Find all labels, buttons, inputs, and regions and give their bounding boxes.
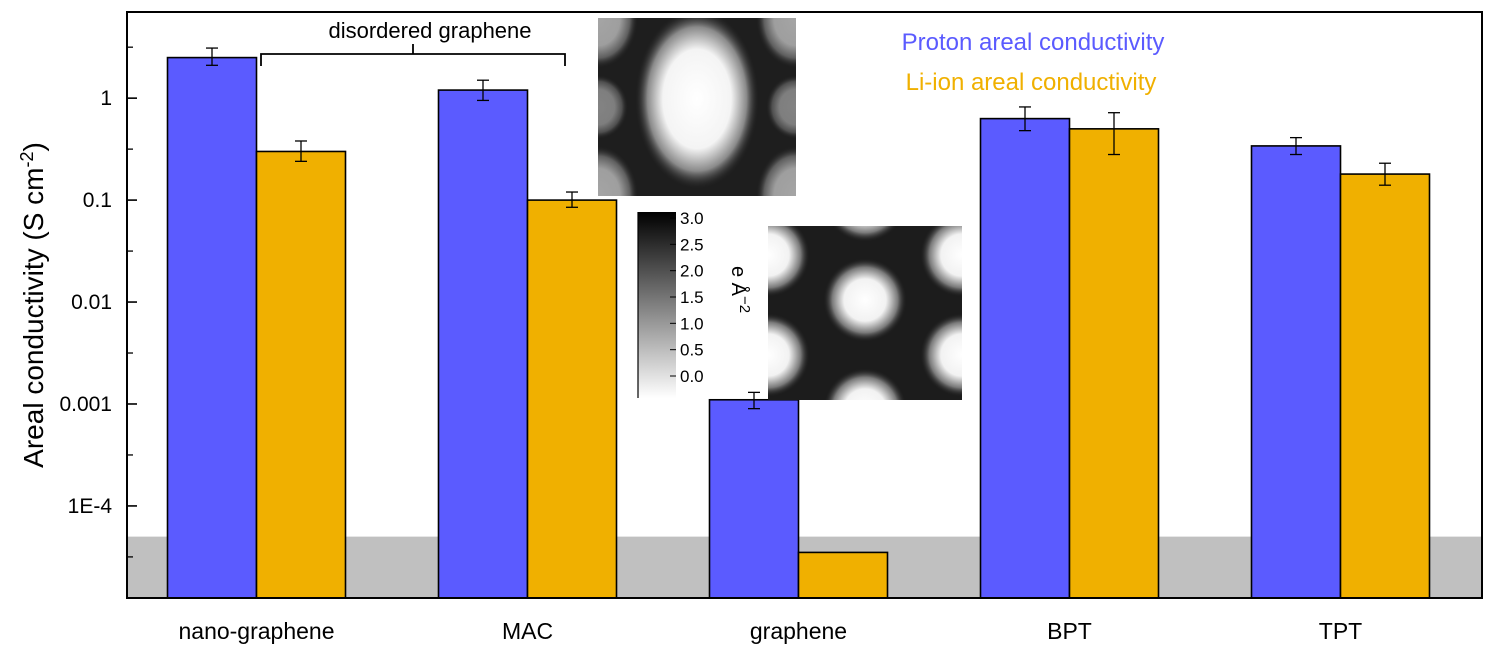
- bar-nano-graphene-proton: [166, 56, 258, 599]
- error-bar: [1019, 106, 1031, 132]
- colorbar-tick-label: 1.5: [680, 288, 704, 307]
- y-tick-label: 0.1: [83, 189, 112, 212]
- bar-mac-li-ion: [526, 199, 618, 599]
- x-tick-label: MAC: [502, 618, 553, 644]
- error-bar: [206, 47, 218, 66]
- x-tick-label: nano-graphene: [178, 618, 334, 644]
- bar-bpt-proton: [979, 117, 1071, 599]
- error-bar: [477, 79, 489, 102]
- bar-mac-proton: [437, 89, 529, 599]
- y-tick-label: 1: [100, 87, 112, 110]
- y-tick-label: 0.001: [59, 393, 112, 416]
- bar-graphene-proton: [708, 398, 800, 599]
- colorbar-tick-label: 3.0: [680, 209, 704, 228]
- legend-li-ion: Li-ion areal conductivity: [906, 69, 1157, 96]
- legend-proton: Proton areal conductivity: [902, 29, 1165, 56]
- disordered-graphene-bracket: disordered graphene: [260, 18, 566, 66]
- x-tick-label: BPT: [1047, 618, 1092, 644]
- error-bar: [566, 191, 578, 208]
- bar-nano-graphene-li-ion: [255, 150, 347, 599]
- error-bar: [295, 140, 307, 162]
- x-tick-label: graphene: [750, 618, 847, 644]
- colorbar-tick-label: 0.0: [680, 367, 704, 386]
- colorbar-tick-label: 0.5: [680, 341, 704, 360]
- colorbar-tick-label: 2.0: [680, 262, 704, 281]
- error-bar: [1290, 136, 1302, 156]
- axes-frame: [126, 11, 1483, 599]
- inset-density-map-graphene: [768, 226, 962, 400]
- bar-tpt-li-ion: [1339, 173, 1431, 599]
- error-bar: [1108, 112, 1120, 156]
- colorbar-tick-label: 1.0: [680, 314, 704, 333]
- y-tick-label: 0.01: [71, 291, 112, 314]
- colorbar-title: e Å−2: [727, 266, 753, 313]
- bar-tpt-proton: [1250, 145, 1342, 599]
- annotation-disordered-graphene: disordered graphene: [328, 18, 531, 43]
- y-tick-label: 1E-4: [68, 495, 113, 518]
- colorbar-gradient: [638, 212, 676, 398]
- y-axis-label: Areal conductivity (S cm-2): [17, 142, 49, 468]
- error-bar: [1379, 162, 1391, 186]
- legend: Proton areal conductivity Li-ion areal c…: [902, 29, 1165, 96]
- inset-density-map-disordered: [598, 18, 796, 196]
- bar-graphene-li-ion: [797, 551, 889, 599]
- x-tick-label: TPT: [1319, 618, 1362, 644]
- bar-bpt-li-ion: [1068, 128, 1160, 599]
- colorbar-tick-label: 2.5: [680, 235, 704, 254]
- error-bar: [748, 391, 760, 410]
- colorbar: 3.0 2.5 2.0 1.5 1.0 0.5 0.0 e Å−2: [637, 209, 753, 398]
